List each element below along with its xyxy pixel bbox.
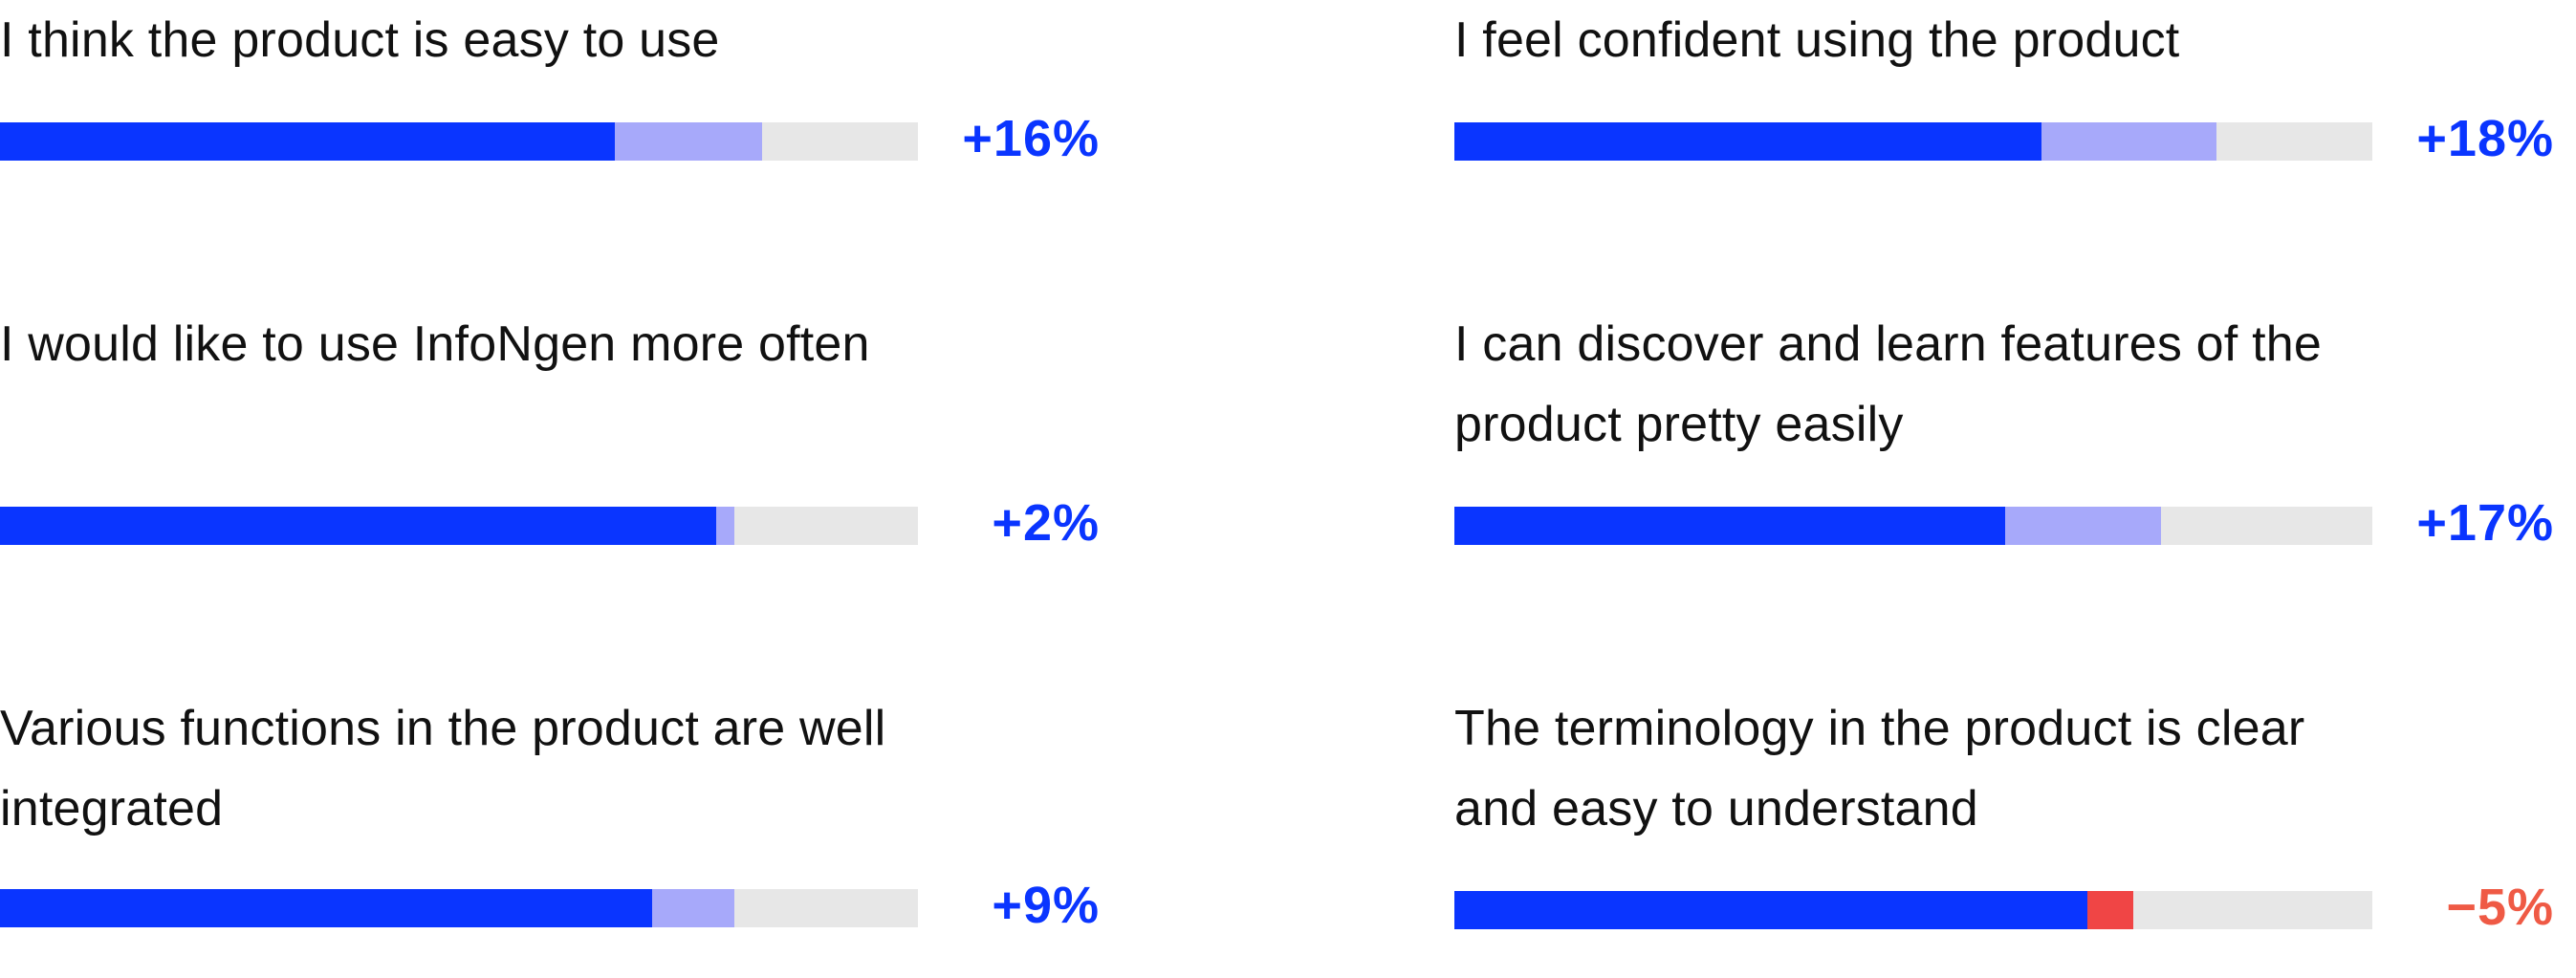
baseline-bar	[0, 507, 716, 545]
change-value: +9%	[992, 877, 1100, 934]
change-bar	[2041, 122, 2216, 161]
baseline-bar	[1454, 507, 2005, 545]
bar-track	[0, 507, 918, 545]
item-label: I feel confident using the product	[1454, 12, 2180, 68]
bar-track	[1454, 891, 2372, 929]
baseline-bar	[0, 889, 652, 927]
change-value: +16%	[962, 110, 1100, 167]
item-label: I think the product is easy to use	[0, 12, 720, 68]
change-bar	[615, 122, 762, 161]
change-value: −5%	[2446, 879, 2554, 936]
baseline-bar	[0, 122, 616, 161]
bar-track	[0, 889, 918, 927]
bar-track	[0, 122, 918, 161]
baseline-bar	[1454, 891, 2088, 929]
item-label: The terminology in the product is clear …	[1454, 701, 2305, 837]
change-bar	[2005, 507, 2162, 545]
change-value: +18%	[2416, 110, 2554, 167]
change-bar	[651, 889, 734, 927]
item-label: I can discover and learn features of the…	[1454, 316, 2322, 452]
change-bar	[2087, 891, 2134, 929]
baseline-bar	[1454, 122, 2042, 161]
change-value: +17%	[2416, 494, 2554, 552]
bar-track	[1454, 122, 2372, 161]
item-label: I would like to use InfoNgen more often	[0, 316, 870, 372]
bar-track	[1454, 507, 2372, 545]
change-bar	[715, 507, 734, 545]
change-value: +2%	[992, 494, 1100, 552]
item-label: Various functions in the product are wel…	[0, 701, 886, 837]
